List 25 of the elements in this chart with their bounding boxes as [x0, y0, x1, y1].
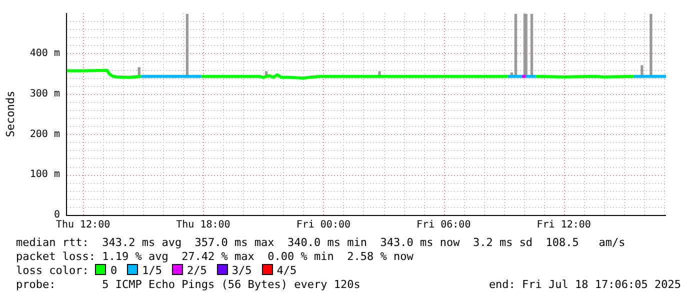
- text: probe: 5 ICMP Echo Pings (56 Bytes) every 120s: [16, 278, 360, 291]
- y-tick-label: 100 m: [30, 169, 60, 180]
- y-axis-title: Seconds: [4, 90, 17, 138]
- x-tick-label: Fri 00:00: [296, 220, 351, 231]
- y-tick-label: 0: [54, 210, 60, 221]
- bar: [530, 14, 534, 77]
- y-tick-label: 200 m: [30, 128, 60, 140]
- y-tick-label: 300 m: [30, 88, 60, 100]
- legend-label: 3/5: [232, 264, 252, 277]
- legend-label: 4/5: [276, 264, 297, 277]
- text: median rtt: 343.2 ms avg 357.0 ms max 340.0 ms min 343.0 ms now 3.2 ms sd 108.5 am/s: [16, 236, 626, 249]
- legend-label: 1/5: [142, 264, 162, 277]
- text: packet loss: 1.19 % avg 27.42 % max 0.00 % min 2.58 % now: [16, 250, 414, 263]
- text: end: Fri Jul 18 17:06:05 2025: [488, 278, 681, 291]
- legend-label: 0: [110, 264, 118, 277]
- bar: [514, 14, 518, 77]
- x-tick-label: Thu 12:00: [56, 220, 110, 231]
- bar: [650, 14, 652, 77]
- bar: [186, 14, 189, 77]
- legend-label: 2/5: [186, 264, 207, 277]
- x-tick-label: Thu 18:00: [176, 220, 230, 231]
- y-tick-label: 400 m: [30, 48, 60, 59]
- x-tick-label: Fri 06:00: [416, 220, 471, 231]
- x-tick-label: Fri 12:00: [536, 220, 591, 231]
- legend-title: loss color:: [16, 264, 90, 277]
